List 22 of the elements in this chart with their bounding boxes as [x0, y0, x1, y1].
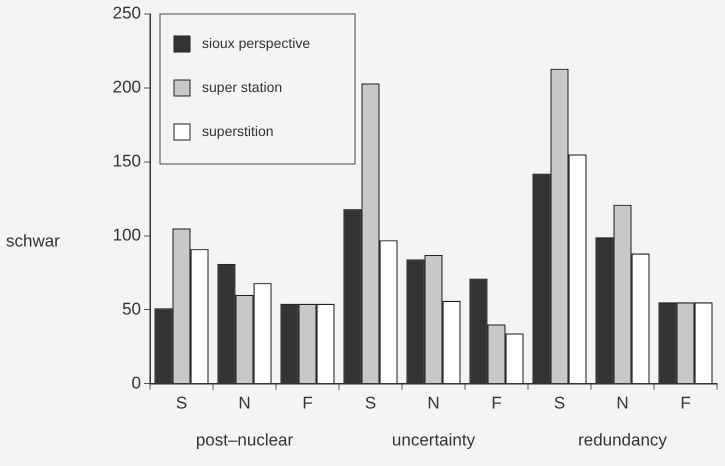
legend-label: superstition: [202, 122, 274, 139]
x-tick-label: S: [364, 393, 376, 412]
x-tick-label: N: [238, 393, 251, 412]
legend-label: sioux perspective: [202, 34, 310, 51]
y-tick-label: 100: [112, 225, 141, 244]
y-axis-title: schwar: [6, 231, 60, 250]
y-tick-label: 250: [112, 4, 141, 23]
text: post–nuclear: [196, 430, 294, 450]
x-tick-label: F: [491, 393, 502, 412]
y-tick-label: 50: [122, 299, 141, 318]
x-tick-label: S: [554, 393, 566, 412]
x-tick-label: N: [427, 393, 440, 412]
x-tick-label: S: [176, 393, 188, 412]
y-tick-label: 150: [112, 152, 141, 171]
text: uncertainty: [392, 430, 476, 450]
y-tick-label: 200: [112, 78, 141, 97]
text: redundancy: [578, 430, 668, 450]
legend-label: super station: [202, 78, 282, 95]
x-tick-label: F: [302, 393, 313, 412]
y-tick-label: 0: [132, 373, 141, 392]
x-tick-label: F: [680, 393, 691, 412]
x-tick-label: N: [616, 393, 629, 412]
